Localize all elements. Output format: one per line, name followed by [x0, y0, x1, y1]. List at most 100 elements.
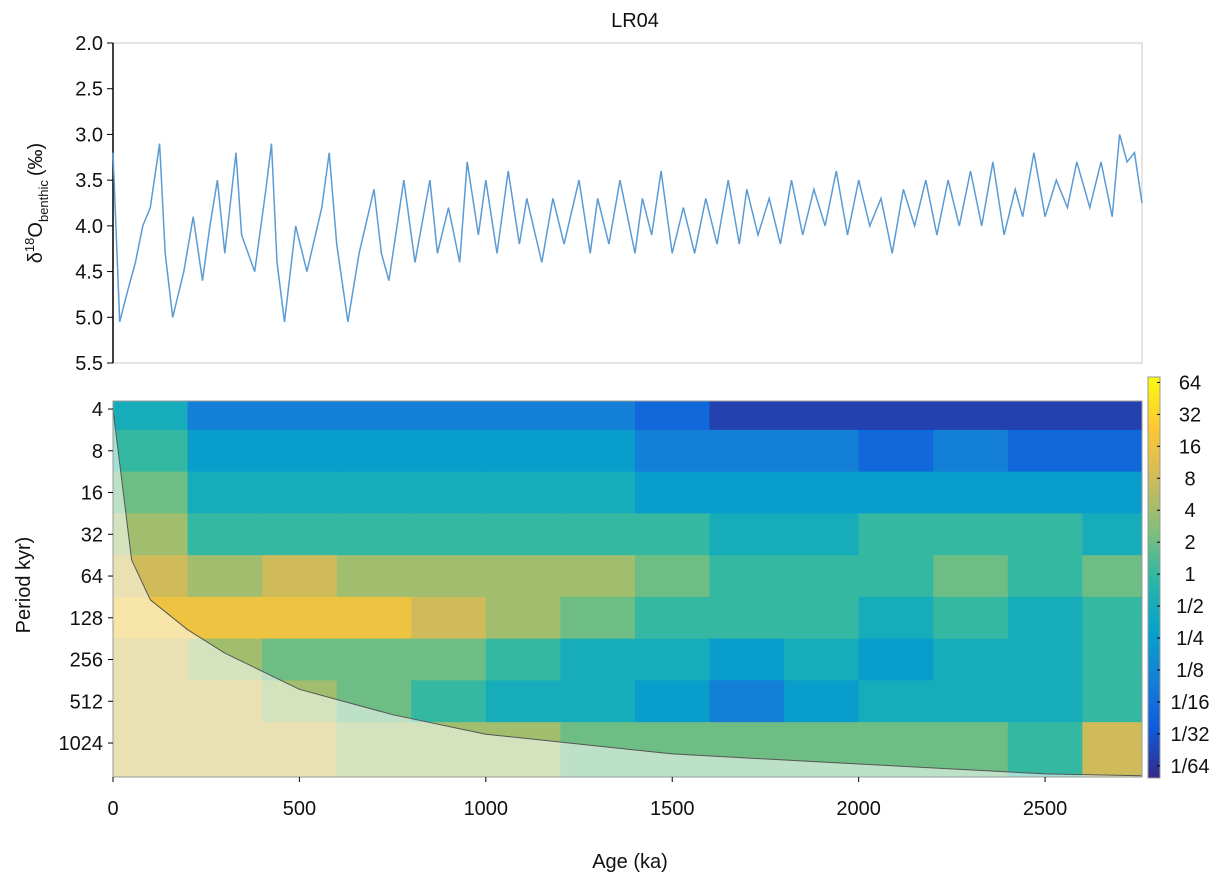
- heat-cell: [485, 401, 561, 431]
- heat-cell: [933, 513, 1009, 556]
- y-tick-label: 128: [70, 608, 103, 630]
- heat-cell: [709, 596, 785, 640]
- heat-cell: [1007, 638, 1083, 681]
- heat-cell: [634, 513, 711, 556]
- heat-cell: [933, 596, 1009, 640]
- plot-frame: [112, 400, 1143, 778]
- heat-cell: [858, 429, 934, 473]
- heat-cell: [784, 471, 860, 514]
- heat-cell: [187, 429, 263, 473]
- heat-cell: [1007, 471, 1083, 514]
- heat-cell: [933, 555, 1009, 598]
- heat-cell: [336, 471, 412, 514]
- colorbar-tick-label: 64: [1179, 372, 1201, 394]
- heat-cell: [187, 401, 263, 431]
- heat-cell: [1007, 513, 1083, 556]
- heat-cell: [634, 471, 711, 514]
- colorbar-tick-label: 1/2: [1176, 596, 1204, 618]
- y-tick-label: 2.0: [75, 33, 103, 55]
- heat-cell: [262, 513, 338, 556]
- heat-cell: [933, 680, 1009, 723]
- x-tick-label: 1000: [464, 798, 509, 820]
- heat-cell: [411, 596, 487, 640]
- heat-cell: [560, 680, 636, 723]
- colorbar-tick-label: 16: [1179, 436, 1201, 458]
- heat-cell: [113, 429, 189, 473]
- heat-cell: [1007, 429, 1083, 473]
- heat-cell: [784, 638, 860, 681]
- y-label-part: δ: [25, 252, 47, 263]
- heat-cell: [1082, 680, 1143, 723]
- heat-cell: [1082, 471, 1143, 514]
- plot-frame: [112, 42, 1143, 364]
- y-tick-label: 4.5: [75, 262, 103, 284]
- y-tick-label: 8: [92, 441, 103, 463]
- heat-cell: [634, 596, 711, 640]
- y-tick-label: 32: [81, 524, 103, 546]
- heat-cell: [411, 471, 487, 514]
- heat-cell: [1082, 722, 1143, 778]
- colorbar-tick-label: 8: [1184, 468, 1195, 490]
- heat-cell: [560, 555, 636, 598]
- heat-cell: [262, 401, 338, 431]
- y-axis-label: δ18Obenthic (‰): [22, 143, 51, 263]
- heat-cell: [336, 596, 412, 640]
- x-tick-label: 500: [283, 798, 316, 820]
- y-tick-label: 4: [92, 399, 103, 421]
- colorbar-tick-label: 32: [1179, 404, 1201, 426]
- heat-cell: [1082, 513, 1143, 556]
- heat-cell: [858, 596, 934, 640]
- y-tick-label: 2.5: [75, 79, 103, 101]
- y-tick-label: 16: [81, 483, 103, 505]
- heat-cell: [411, 401, 487, 431]
- heat-cell: [933, 638, 1009, 681]
- heat-cell: [709, 680, 785, 723]
- y-label-sub: benthic: [36, 180, 51, 222]
- colorbar-tick-label: 2: [1184, 532, 1195, 554]
- y-tick-label: 5.5: [75, 353, 103, 375]
- heat-cell: [1007, 680, 1083, 723]
- heat-cell: [560, 471, 636, 514]
- heat-cell: [113, 401, 189, 431]
- heat-cell: [858, 680, 934, 723]
- heat-cell: [187, 555, 263, 598]
- heat-cell: [336, 638, 412, 681]
- x-tick-label: 0: [107, 798, 118, 820]
- heat-cell: [485, 638, 561, 681]
- heat-cell: [411, 638, 487, 681]
- heat-cell: [709, 555, 785, 598]
- heat-cell: [634, 429, 711, 473]
- heat-cell: [634, 555, 711, 598]
- heat-cell: [485, 680, 561, 723]
- heat-cell: [187, 471, 263, 514]
- colorbar-tick-label: 1: [1184, 564, 1195, 586]
- heat-cell: [784, 555, 860, 598]
- heat-cell: [411, 513, 487, 556]
- x-axis-label: Age (ka): [592, 851, 668, 873]
- y-label-part: O: [25, 222, 47, 238]
- colorbar-tick-label: 4: [1184, 500, 1195, 522]
- heat-cell: [709, 471, 785, 514]
- heat-cell: [933, 401, 1009, 431]
- heat-cell: [858, 555, 934, 598]
- heat-cell: [560, 401, 636, 431]
- coi-shade: [113, 409, 1142, 777]
- heat-cell: [634, 680, 711, 723]
- y-axis-label: Period kyr): [13, 537, 35, 634]
- heat-cell: [1082, 429, 1143, 473]
- heat-cell: [485, 555, 561, 598]
- heat-cell: [634, 638, 711, 681]
- heat-cell: [784, 429, 860, 473]
- heat-cell: [709, 401, 785, 431]
- heat-cell: [1007, 401, 1083, 431]
- coi-line: [112, 408, 1143, 777]
- heat-cell: [336, 555, 412, 598]
- heat-cell: [1007, 596, 1083, 640]
- heat-cell: [1082, 596, 1143, 640]
- colorbar: [1147, 376, 1161, 779]
- heat-cell: [485, 429, 561, 473]
- y-tick-label: 512: [70, 691, 103, 713]
- heat-cell: [336, 429, 412, 473]
